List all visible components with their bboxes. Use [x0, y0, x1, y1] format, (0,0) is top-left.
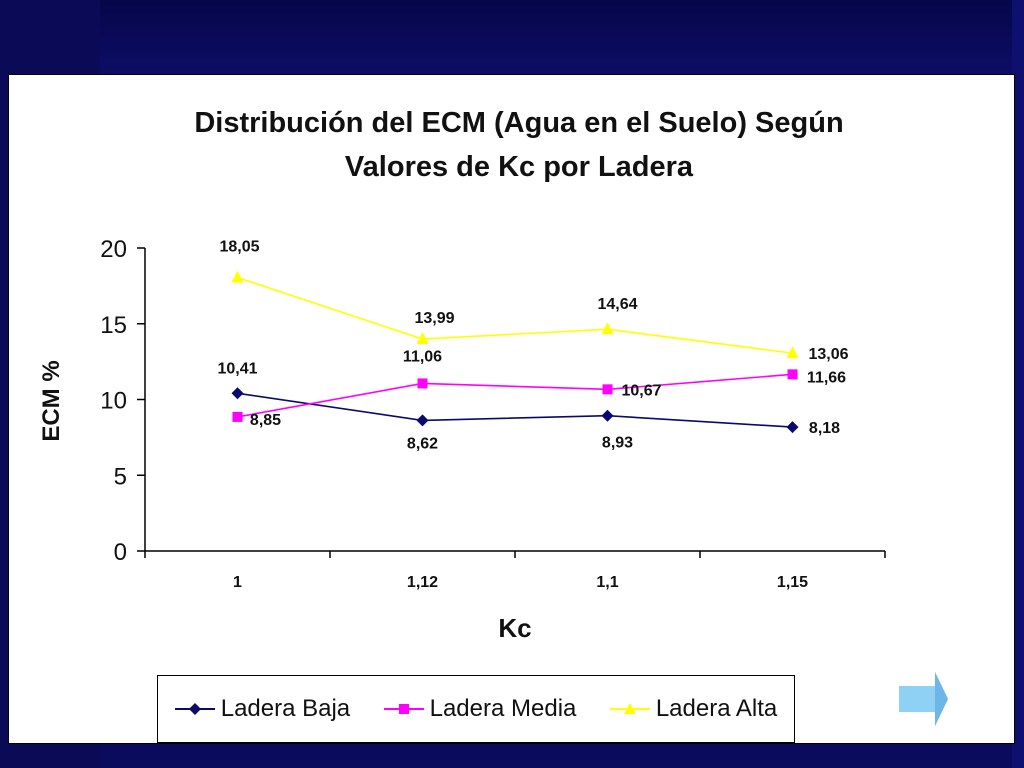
data-label: 10,41 [217, 360, 257, 377]
y-tick-label: 15 [100, 312, 127, 339]
legend-label-alta: Ladera Alta [655, 695, 778, 722]
legend-item-media: Ladera Media [383, 695, 577, 723]
data-label: 10,67 [621, 382, 661, 399]
y-tick-label: 5 [114, 463, 127, 490]
data-label: 14,64 [597, 296, 637, 313]
chart-title-line-2: Valores de Kc por Ladera [344, 151, 694, 183]
slide-top-band [0, 0, 1024, 75]
chart-title-line-1: Distribución del ECM (Agua en el Suelo) … [194, 107, 844, 139]
series-line-0 [237, 392, 793, 428]
chart-axes: 0 5 10 15 20 1 1,12 1,1 1,15 [100, 236, 886, 591]
arrow-right-icon[interactable] [899, 670, 949, 728]
slide-right-band [1012, 0, 1024, 768]
chart-series [231, 270, 799, 434]
data-label: 8,18 [809, 420, 840, 437]
legend-diamond-icon [174, 703, 215, 715]
point-marker [416, 332, 429, 345]
data-label: 11,66 [807, 369, 846, 386]
data-label: 11,06 [403, 348, 442, 365]
point-marker [231, 270, 244, 283]
y-tick-label: 10 [100, 388, 127, 415]
point-marker [601, 409, 614, 422]
chart-panel: Distribución del ECM (Agua en el Suelo) … [8, 74, 1015, 744]
x-tick-label: 1,1 [596, 574, 618, 591]
legend-item-alta: Ladera Alta [609, 695, 778, 723]
x-axis-label: Kc [498, 613, 531, 643]
x-tick-label: 1 [233, 574, 242, 591]
series-line-1 [237, 373, 793, 418]
series-line-2 [237, 276, 793, 354]
legend-triangle-icon [609, 703, 650, 714]
x-tick-label: 1,15 [777, 574, 808, 591]
chart-title: Distribución del ECM (Agua en el Suelo) … [69, 101, 969, 189]
legend-item-baja: Ladera Baja [174, 695, 351, 723]
legend-label-media: Ladera Media [429, 695, 577, 722]
point-marker [786, 346, 799, 359]
legend-square-icon [383, 704, 424, 714]
data-label: 8,85 [250, 412, 281, 429]
point-marker [602, 384, 613, 395]
data-label: 18,05 [219, 239, 259, 256]
legend-label-baja: Ladera Baja [220, 695, 351, 722]
y-tick-label: 20 [100, 236, 127, 263]
data-label: 13,06 [808, 346, 848, 363]
point-marker [601, 322, 614, 335]
chart-data-labels: 10,41 8,62 8,93 8,18 8,85 11,06 10,67 11,66 18,0… [217, 239, 848, 453]
x-tick-label: 1,12 [407, 574, 438, 591]
point-marker [232, 411, 243, 422]
data-label: 8,93 [602, 435, 633, 452]
line-chart: 0 5 10 15 20 1 1,12 1,1 1,15 10,41 8,62 8,93 8,18 8,… [38, 236, 886, 643]
point-marker [416, 414, 429, 427]
data-label: 8,62 [407, 435, 438, 452]
point-marker [417, 378, 428, 389]
data-label: 13,99 [414, 310, 454, 327]
chart-legend: Ladera Baja Ladera Media Ladera Alta [157, 675, 795, 743]
point-marker [231, 387, 244, 400]
point-marker [787, 369, 798, 380]
y-axis-label: ECM % [38, 360, 65, 441]
point-marker [786, 421, 799, 434]
y-tick-label: 0 [114, 539, 127, 566]
